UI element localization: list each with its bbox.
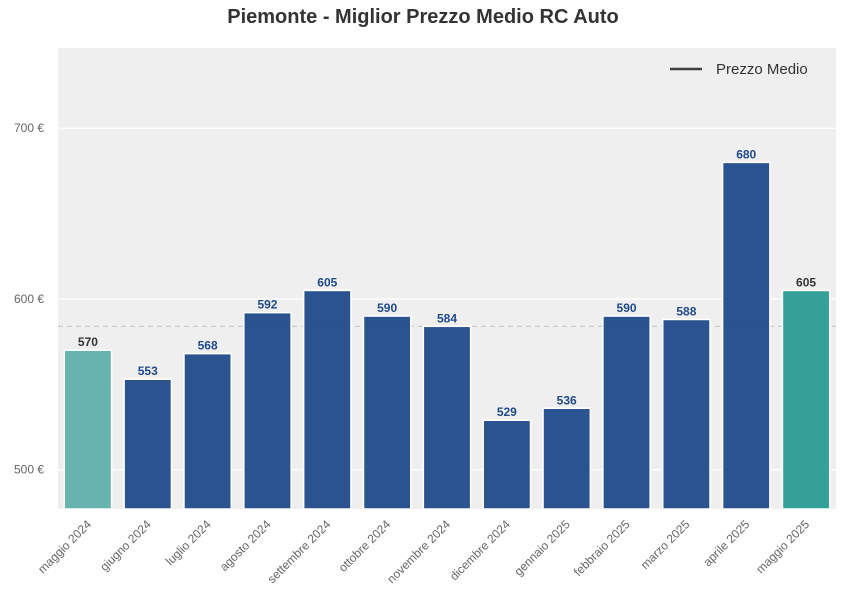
x-tick-label: agosto 2024: [217, 517, 274, 574]
x-tick-label: maggio 2025: [753, 517, 812, 576]
x-tick-label: maggio 2024: [35, 517, 94, 576]
bar[interactable]: [302, 289, 352, 510]
x-tick-label: settembre 2024: [265, 517, 334, 586]
y-tick-label: 700 €: [14, 121, 44, 135]
x-tick-label: novembre 2024: [384, 517, 453, 586]
x-tick-label: aprile 2025: [700, 517, 752, 569]
bar[interactable]: [721, 161, 771, 510]
y-tick-label: 500 €: [14, 463, 44, 477]
bar-value-label: 590: [377, 301, 397, 315]
bar[interactable]: [183, 352, 233, 510]
x-tick-label: luglio 2024: [163, 517, 214, 568]
bar-value-label: 536: [557, 393, 577, 407]
bar[interactable]: [422, 325, 472, 510]
x-tick-label: marzo 2025: [638, 517, 693, 572]
chart-title: Piemonte - Miglior Prezzo Medio RC Auto: [227, 6, 619, 28]
bar-value-label: 568: [198, 339, 218, 353]
bar[interactable]: [781, 289, 831, 510]
bar[interactable]: [63, 349, 113, 510]
bar-value-label: 590: [617, 301, 637, 315]
x-tick-label: giugno 2024: [97, 517, 154, 574]
value-labels: 570 553 568 592 605 590 584 529 536 590 588 680 605: [78, 147, 817, 419]
x-axis: maggio 2024 giugno 2024 luglio 2024 agosto …: [35, 517, 812, 586]
bar-value-label: 584: [437, 311, 457, 325]
bar-value-label: 588: [676, 304, 696, 318]
bar[interactable]: [362, 315, 412, 510]
bar-value-label: 605: [796, 275, 816, 289]
bar[interactable]: [243, 311, 292, 510]
legend-label: Prezzo Medio: [716, 61, 808, 78]
bar-value-label: 529: [497, 405, 517, 419]
bar-value-label: 570: [78, 335, 98, 349]
legend[interactable]: Prezzo Medio: [670, 61, 808, 78]
y-tick-label: 600 €: [14, 292, 44, 306]
bar[interactable]: [482, 419, 532, 510]
y-axis: 500 € 600 € 700 €: [14, 121, 44, 476]
bar[interactable]: [542, 407, 592, 510]
bars: [63, 161, 831, 510]
bar-value-label: 592: [257, 298, 277, 312]
bar[interactable]: [602, 315, 651, 510]
x-tick-label: dicembre 2024: [447, 517, 513, 583]
bar-value-label: 680: [736, 147, 756, 161]
x-tick-label: gennaio 2025: [511, 517, 573, 579]
bar-value-label: 553: [138, 364, 158, 378]
x-tick-label: febbraio 2025: [571, 517, 633, 579]
bar[interactable]: [123, 378, 173, 510]
x-tick-label: ottobre 2024: [336, 517, 394, 575]
bar[interactable]: [661, 318, 711, 510]
bar-value-label: 605: [317, 275, 337, 289]
